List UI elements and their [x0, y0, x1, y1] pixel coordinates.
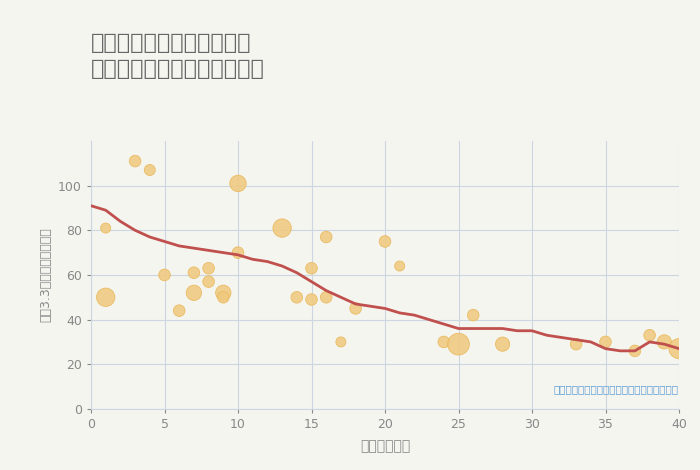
Point [218, 289, 229, 297]
Point [453, 340, 464, 348]
Point [438, 338, 449, 346]
Point [321, 293, 332, 301]
Point [174, 307, 185, 314]
Point [291, 293, 302, 301]
Point [321, 233, 332, 241]
Point [306, 296, 317, 303]
Text: 岐阜県郡上市大和町徳永の
築年数別中古マンション価格: 岐阜県郡上市大和町徳永の 築年数別中古マンション価格 [91, 33, 265, 79]
Point [468, 311, 479, 319]
Point [276, 224, 288, 232]
Point [570, 340, 582, 348]
Point [218, 293, 229, 301]
Point [188, 289, 199, 297]
Point [306, 265, 317, 272]
Point [100, 293, 111, 301]
Point [232, 180, 244, 187]
Point [203, 265, 214, 272]
Point [600, 338, 611, 346]
Point [188, 269, 199, 276]
Point [335, 338, 346, 346]
Point [100, 224, 111, 232]
Y-axis label: 坪（3.3㎡）単価（万円）: 坪（3.3㎡）単価（万円） [39, 227, 52, 322]
Point [629, 347, 641, 354]
Point [159, 271, 170, 279]
Point [144, 166, 155, 174]
Point [497, 340, 508, 348]
Point [659, 338, 670, 346]
Point [232, 249, 244, 257]
Point [350, 305, 361, 312]
Point [379, 238, 391, 245]
Text: 円の大きさは、取引のあった物件面積を示す: 円の大きさは、取引のあった物件面積を示す [554, 384, 679, 394]
Point [673, 345, 685, 352]
Point [130, 157, 141, 165]
Point [203, 278, 214, 285]
X-axis label: 築年数（年）: 築年数（年） [360, 439, 410, 453]
Point [394, 262, 405, 270]
Point [644, 331, 655, 339]
